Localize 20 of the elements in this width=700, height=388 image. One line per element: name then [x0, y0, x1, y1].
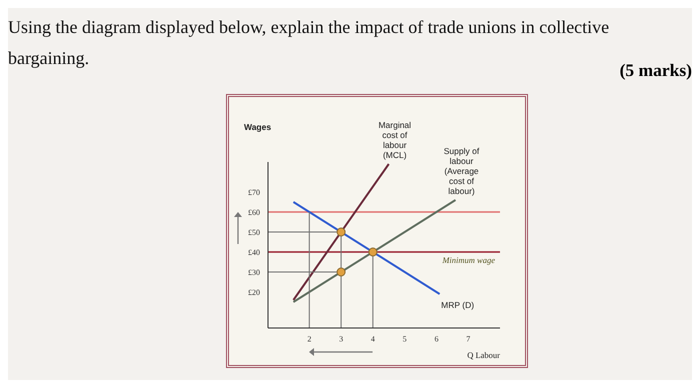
y-axis-title: Wages	[244, 122, 272, 132]
y-tick-label: £70	[248, 188, 260, 197]
x-tick-label: 2	[307, 334, 312, 344]
y-tick-label: £20	[248, 288, 260, 297]
x-tick-label: 7	[466, 334, 470, 344]
series-label: MRP (D)	[441, 300, 474, 310]
y-tick-label: £40	[248, 248, 260, 257]
series-label: Supply of labour (Average cost of labour)	[444, 146, 480, 196]
ref-line-label: Minimum wage	[441, 255, 496, 266]
text: (5 marks)	[620, 60, 692, 81]
y-tick-label: £30	[248, 268, 260, 277]
x-tick-label: 6	[434, 334, 438, 344]
y-tick-label: £60	[248, 208, 260, 217]
x-tick-label: 4	[370, 334, 375, 344]
x-tick-label: 5	[402, 334, 407, 344]
y-tick-label: £50	[248, 228, 260, 237]
x-axis-title: Q Labour	[467, 350, 500, 360]
chart-title: Using the diagram displayed below, explain the impact of trade unions in collective bargaining.	[8, 17, 610, 68]
series-label: Marginal cost of labour (MCL)	[378, 120, 412, 160]
x-tick-label: 3	[339, 334, 344, 344]
